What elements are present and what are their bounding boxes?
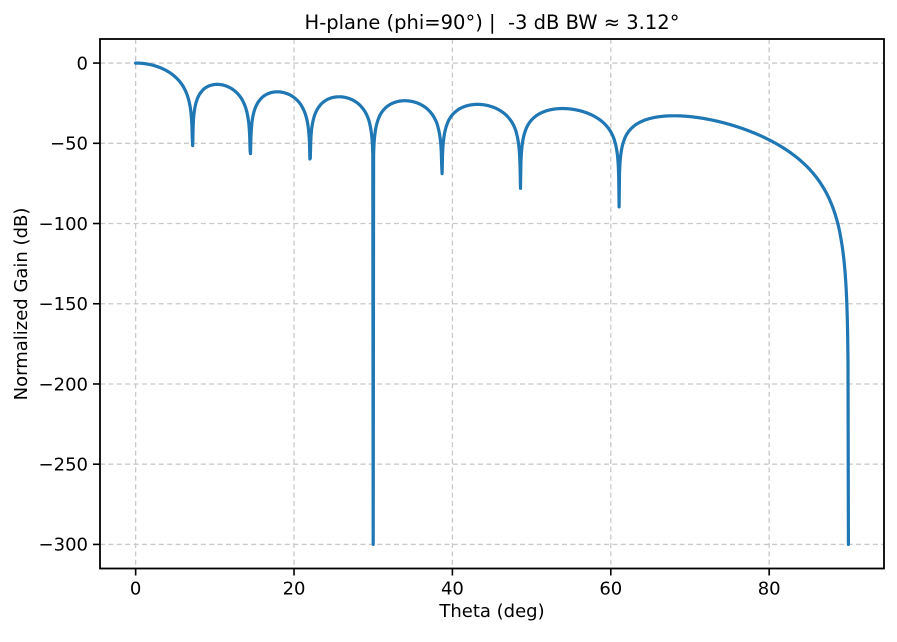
x-tick-label: 60	[599, 579, 622, 600]
h-plane-gain-curve	[134, 61, 850, 546]
x-tick-label: 20	[283, 579, 306, 600]
x-tick-label: 80	[758, 579, 781, 600]
y-axis-label: Normalized Gain (dB)	[11, 208, 32, 401]
x-axis-label: Theta (deg)	[438, 601, 544, 622]
y-tick-label: −100	[39, 214, 88, 235]
grid-layer	[100, 39, 884, 569]
x-tick-label: 0	[130, 579, 141, 600]
y-tick-label: −50	[50, 134, 88, 155]
tick-layer	[93, 62, 770, 576]
y-tick-label: −250	[39, 455, 88, 476]
curve-layer	[134, 61, 850, 546]
y-tick-label: 0	[77, 53, 88, 74]
y-tick-label: −300	[39, 535, 88, 556]
tick-label-layer: 0 20 40 60 80 0 −50 −100 −150 −200 −250 −300	[39, 53, 781, 599]
y-tick-label: −150	[39, 294, 88, 315]
x-tick-label: 40	[441, 579, 464, 600]
chart-title: H-plane (phi=90°) | -3 dB BW ≈ 3.12°	[305, 11, 680, 34]
y-tick-label: −200	[39, 374, 88, 395]
